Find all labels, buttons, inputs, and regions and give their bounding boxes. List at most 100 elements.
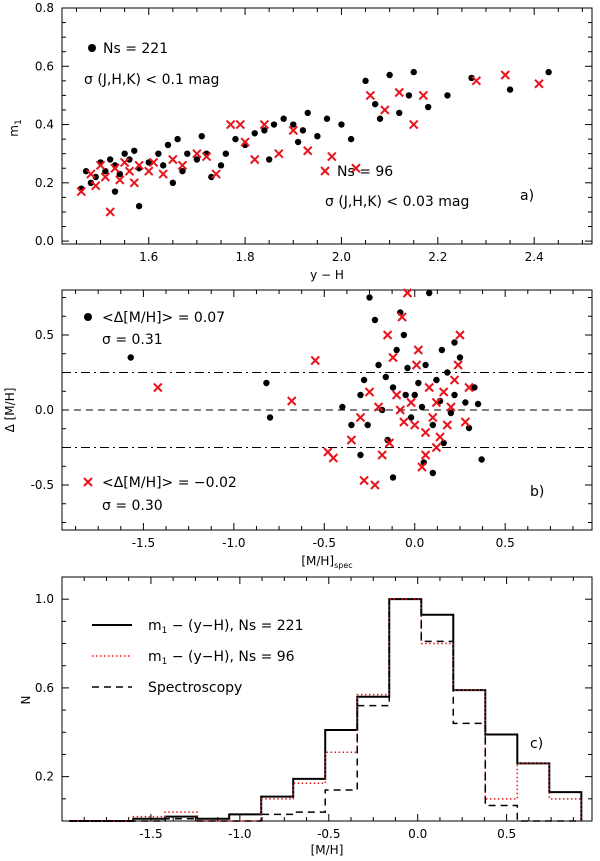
x-tick-label: -1.0 <box>228 827 251 841</box>
data-point-dot <box>471 384 478 391</box>
data-point-cross <box>364 387 375 397</box>
data-point-dot <box>198 132 205 140</box>
data-point-cross <box>310 355 320 366</box>
data-point-dot <box>438 346 446 354</box>
y-tick-label: 0.6 <box>35 681 54 695</box>
data-point-dot <box>111 188 119 195</box>
panel-b-legend-2: <Δ[M/H]> = −0.02 <box>102 475 237 491</box>
data-point-dot <box>371 100 379 108</box>
histogram-solid <box>69 598 583 822</box>
data-point-dot <box>280 115 287 122</box>
data-point-dot <box>433 376 440 384</box>
data-point-cross <box>355 412 366 423</box>
data-point-dot <box>506 86 514 93</box>
panel-b-points <box>127 288 485 490</box>
data-point-dot <box>451 339 458 346</box>
data-point-cross <box>86 169 96 179</box>
data-point-dot <box>121 150 128 157</box>
panel-b-legend-cross <box>83 477 93 487</box>
x-tick-label: 0.0 <box>405 536 424 550</box>
panel-b-xlabel: [M/H]spec <box>301 554 352 570</box>
data-point-cross <box>399 417 409 427</box>
data-point-cross <box>377 450 387 460</box>
data-point-cross <box>388 352 398 363</box>
data-point-dot <box>389 384 397 391</box>
data-point-dot <box>462 399 469 406</box>
data-point-cross <box>148 157 159 168</box>
data-point-cross <box>431 442 442 453</box>
data-point-dot <box>424 103 432 111</box>
data-point-dot <box>411 391 418 399</box>
data-point-cross <box>455 330 465 340</box>
data-point-cross <box>100 172 111 182</box>
x-tick-label: 2.2 <box>428 250 447 264</box>
data-point-cross <box>303 146 313 156</box>
data-point-cross <box>438 387 449 397</box>
panel-a: 1.6 1.8 2.0 2.2 2.40.00.20.40.60.8 y − H m1 … <box>7 1 593 282</box>
data-point-dot <box>426 289 433 297</box>
panel-a-legend-dot <box>88 44 96 52</box>
data-point-dot <box>106 156 114 163</box>
data-point-cross <box>240 137 250 147</box>
data-point-cross <box>359 475 369 486</box>
data-point-cross <box>76 186 86 197</box>
x-tick-label: 1.6 <box>139 250 158 264</box>
data-point-dot <box>179 167 186 175</box>
y-tick-label: 0.2 <box>35 770 54 784</box>
data-point-dot <box>159 162 167 169</box>
data-point-cross <box>351 163 361 173</box>
data-point-dot <box>465 424 473 432</box>
data-point-dot <box>261 127 268 134</box>
data-point-cross <box>442 420 452 430</box>
histogram-dotted <box>69 598 583 822</box>
data-point-cross <box>288 125 298 136</box>
data-point-cross <box>91 181 101 191</box>
data-point-dot <box>364 421 371 429</box>
data-point-dot <box>360 376 368 384</box>
data-point-cross <box>201 151 212 162</box>
data-point-dot <box>444 92 451 99</box>
data-point-cross <box>409 119 419 130</box>
data-point-dot <box>357 451 364 459</box>
panel-b-legend-2-sigma: σ = 0.30 <box>102 498 163 514</box>
data-point-cross <box>406 397 416 408</box>
data-point-dot <box>405 92 413 99</box>
panel-b: -1.5 -1.0 -0.5 0.0 0.5 -0.5 0.0 0.5 [M/H]spec Δ… <box>3 288 593 570</box>
panel-b-ticks: -1.5 -1.0 -0.5 0.0 0.5 -0.5 0.0 0.5 <box>31 290 592 550</box>
data-point-dot <box>347 135 355 143</box>
data-point-dot <box>314 132 321 140</box>
data-point-dot <box>418 403 426 411</box>
data-point-dot <box>382 373 389 381</box>
data-point-dot <box>323 115 331 122</box>
data-point-cross <box>327 151 337 162</box>
data-point-cross <box>153 382 163 393</box>
data-point-dot <box>447 409 455 417</box>
data-point-dot <box>290 121 297 128</box>
panel-c-legend-3: Spectroscopy <box>148 680 242 696</box>
data-point-dot <box>375 361 382 369</box>
data-point-cross <box>119 157 130 168</box>
data-point-cross <box>144 166 154 176</box>
data-point-dot <box>357 391 364 399</box>
y-tick-label: 0.6 <box>35 59 54 73</box>
data-point-dot <box>396 109 403 117</box>
panel-a-legend-cross <box>320 166 330 176</box>
data-point-cross <box>365 90 376 101</box>
data-point-cross <box>373 402 384 412</box>
data-point-dot <box>451 391 458 399</box>
data-point-dot <box>429 469 437 477</box>
panel-c-legend-2: m1 − (y−H), Ns = 96 <box>148 649 295 667</box>
x-tick-label: -1.0 <box>222 536 245 550</box>
panel-a-points <box>76 68 552 217</box>
data-point-cross <box>380 105 390 115</box>
x-tick-label: 0.5 <box>496 536 515 550</box>
data-point-dot <box>348 421 355 429</box>
panel-a-legend-2: Ns = 96 <box>337 164 393 180</box>
data-point-dot <box>164 141 172 149</box>
data-point-dot <box>294 138 302 146</box>
data-point-cross <box>449 375 460 385</box>
data-point-cross <box>428 412 438 423</box>
panel-b-legend-1-sigma: σ = 0.31 <box>102 332 163 348</box>
data-point-cross <box>124 166 135 176</box>
